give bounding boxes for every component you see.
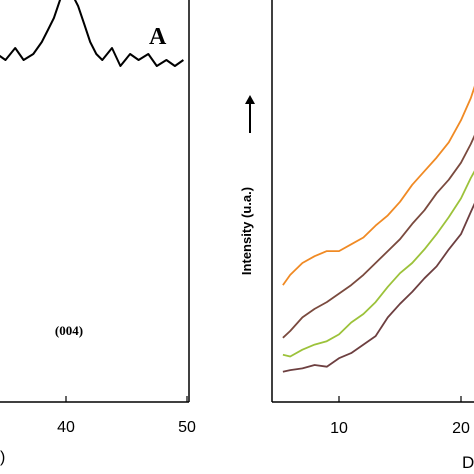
x-tick-label-10: 10	[330, 420, 348, 437]
panel-b-x-axis-label: D	[462, 453, 474, 472]
panel-b-plot: 10 20 D Intensity (u.a.)	[239, 0, 474, 472]
xrd-pattern-line	[0, 0, 184, 67]
intensity-curve-orange	[282, 85, 474, 286]
panel-label-a: A	[149, 24, 167, 50]
x-tick-label-40: 40	[57, 419, 75, 436]
x-tick-label-50: 50	[178, 419, 196, 436]
intensity-curve-green	[282, 170, 474, 358]
panel-a-plot: 40 50 ) A (004)	[0, 0, 196, 466]
y-axis-arrow-icon	[245, 95, 255, 133]
x-tick-label-20: 20	[452, 420, 470, 437]
intensity-curve-brown	[282, 134, 474, 339]
peak-annotation-004: (004)	[55, 323, 83, 338]
y-axis-label-intensity: Intensity (u.a.)	[239, 187, 254, 275]
panel-a-x-axis-label: )	[0, 449, 5, 466]
intensity-curve-dark-brown	[282, 202, 474, 373]
